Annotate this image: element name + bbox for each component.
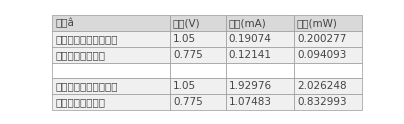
Bar [170,15,226,31]
Text: 实时时钟中断间隔: 实时时钟中断间隔 [55,97,105,107]
Text: 0.775: 0.775 [173,50,203,60]
Bar [226,31,294,47]
Bar [52,63,170,78]
Bar [226,15,294,31]
Text: 0.200277: 0.200277 [297,34,346,44]
Bar [294,78,362,94]
Bar [52,31,170,47]
Text: 1.05: 1.05 [173,81,196,91]
Text: 打开时间片调度，正常: 打开时间片调度，正常 [55,81,118,91]
Bar [294,31,362,47]
Text: 2.026248: 2.026248 [297,81,347,91]
Bar [294,94,362,110]
Text: 0.832993: 0.832993 [297,97,347,107]
Bar [52,15,170,31]
Bar [294,47,362,63]
Bar [294,15,362,31]
Bar [170,47,226,63]
Bar [52,78,170,94]
Text: 实时时钟中断间隔: 实时时钟中断间隔 [55,50,105,60]
Text: 电流(mA): 电流(mA) [229,18,267,28]
Bar [52,94,170,110]
Text: 1.07483: 1.07483 [229,97,272,107]
Text: 0.094093: 0.094093 [297,50,346,60]
Text: 0.12141: 0.12141 [229,50,272,60]
Bar [170,63,226,78]
Bar [294,63,362,78]
Bar [226,78,294,94]
Bar [226,63,294,78]
Bar [52,47,170,63]
Bar [170,31,226,47]
Text: 0.19074: 0.19074 [229,34,271,44]
Text: 1.92976: 1.92976 [229,81,272,91]
Bar [226,94,294,110]
Bar [226,47,294,63]
Text: 功耗(mW): 功耗(mW) [297,18,338,28]
Bar [170,94,226,110]
Text: 电压(V): 电压(V) [173,18,201,28]
Text: 关闭时间片调度，延长: 关闭时间片调度，延长 [55,34,118,44]
Text: 1.05: 1.05 [173,34,196,44]
Text: 模式â: 模式â [55,18,74,28]
Text: 0.775: 0.775 [173,97,203,107]
Bar [170,78,226,94]
